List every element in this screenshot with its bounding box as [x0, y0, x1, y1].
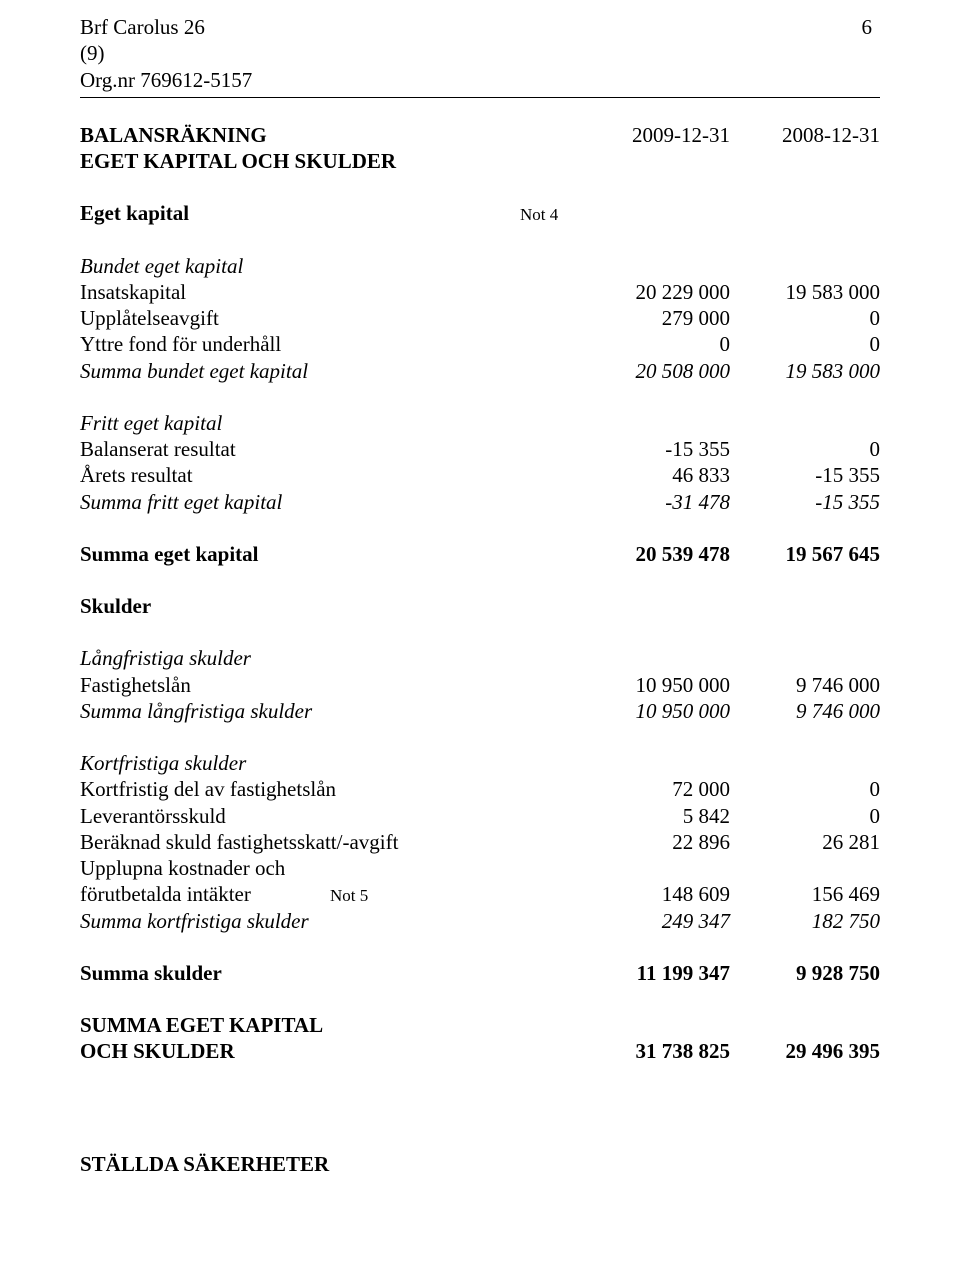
table-row: Leverantörsskuld 5 842 0 — [80, 803, 880, 829]
doc-title: BALANSRÄKNING — [80, 122, 520, 148]
sum-val-b: -15 355 — [730, 489, 880, 515]
kort-sum-row: Summa kortfristiga skulder 249 347 182 7… — [80, 908, 880, 934]
row-val-b: 0 — [730, 803, 880, 829]
row-label: Balanserat resultat — [80, 436, 520, 462]
sum-val-b: 19 567 645 — [730, 541, 880, 567]
sum-label: Summa bundet eget kapital — [80, 358, 520, 384]
bundet-sum-row: Summa bundet eget kapital 20 508 000 19 … — [80, 358, 880, 384]
grand-total-row-1: SUMMA EGET KAPITAL — [80, 1012, 880, 1038]
row-label: Fastighetslån — [80, 672, 520, 698]
upplupna-row-1: Upplupna kostnader och — [80, 855, 880, 881]
sum-label: Summa skulder — [80, 960, 520, 986]
row-label: Kortfristig del av fastighetslån — [80, 776, 520, 802]
row-label: Insatskapital — [80, 279, 520, 305]
row-val-b: 0 — [730, 331, 880, 357]
table-row: Yttre fond för underhåll 0 0 — [80, 331, 880, 357]
sum-val-a: 10 950 000 — [590, 698, 730, 724]
upplupna-note: Not 5 — [330, 885, 590, 906]
skulder-heading-row: Skulder — [80, 593, 880, 619]
row-val-b: 9 746 000 — [730, 672, 880, 698]
table-row: Upplåtelseavgift 279 000 0 — [80, 305, 880, 331]
summa-skulder-row: Summa skulder 11 199 347 9 928 750 — [80, 960, 880, 986]
sum-val-a: 20 539 478 — [590, 541, 730, 567]
row-label: Upplåtelseavgift — [80, 305, 520, 331]
row-label: Årets resultat — [80, 462, 520, 488]
row-val-a: 20 229 000 — [590, 279, 730, 305]
title-row: BALANSRÄKNING 2009-12-31 2008-12-31 — [80, 122, 880, 148]
eget-kapital-heading: Eget kapital — [80, 200, 520, 226]
sum-val-a: 249 347 — [590, 908, 730, 934]
sum-label: Summa långfristiga skulder — [80, 698, 520, 724]
row-val-b: 0 — [730, 436, 880, 462]
table-row: Insatskapital 20 229 000 19 583 000 — [80, 279, 880, 305]
kort-heading-row: Kortfristiga skulder — [80, 750, 880, 776]
upplupna-row-2: förutbetalda intäkter Not 5 148 609 156 … — [80, 881, 880, 907]
row-val-a: 279 000 — [590, 305, 730, 331]
row-val-b: -15 355 — [730, 462, 880, 488]
sum-val-a: -31 478 — [590, 489, 730, 515]
page-number: 6 — [862, 14, 873, 40]
pledged-heading: STÄLLDA SÄKERHETER — [80, 1151, 520, 1177]
sum-val-a: 11 199 347 — [590, 960, 730, 986]
sum-label: Summa kortfristiga skulder — [80, 908, 520, 934]
org-name: Brf Carolus 26 — [80, 14, 880, 40]
sum-val-a: 20 508 000 — [590, 358, 730, 384]
sum-label: Summa eget kapital — [80, 541, 520, 567]
header-rule — [80, 97, 880, 98]
table-row: Beräknad skuld fastighetsskatt/-avgift 2… — [80, 829, 880, 855]
upplupna-val-a: 148 609 — [590, 881, 730, 907]
org-subhead: (9) — [80, 40, 880, 66]
row-val-b: 0 — [730, 776, 880, 802]
upplupna-label-1: Upplupna kostnader och — [80, 855, 520, 881]
grand-label-2: OCH SKULDER — [80, 1038, 520, 1064]
pledged-heading-row: STÄLLDA SÄKERHETER — [80, 1151, 880, 1177]
grand-val-a: 31 738 825 — [590, 1038, 730, 1064]
bundet-heading-row: Bundet eget kapital — [80, 253, 880, 279]
summa-eget-kapital-row: Summa eget kapital 20 539 478 19 567 645 — [80, 541, 880, 567]
row-val-b: 26 281 — [730, 829, 880, 855]
grand-label-1: SUMMA EGET KAPITAL — [80, 1012, 520, 1038]
org-nr: Org.nr 769612-5157 — [80, 67, 880, 93]
grand-total-row-2: OCH SKULDER 31 738 825 29 496 395 — [80, 1038, 880, 1064]
lang-heading-row: Långfristiga skulder — [80, 645, 880, 671]
kort-heading: Kortfristiga skulder — [80, 750, 520, 776]
upplupna-label-2: förutbetalda intäkter — [80, 881, 330, 907]
row-val-a: 10 950 000 — [590, 672, 730, 698]
row-val-a: 5 842 — [590, 803, 730, 829]
bundet-heading: Bundet eget kapital — [80, 253, 520, 279]
table-row: Balanserat resultat -15 355 0 — [80, 436, 880, 462]
fritt-heading-row: Fritt eget kapital — [80, 410, 880, 436]
lang-heading: Långfristiga skulder — [80, 645, 520, 671]
date-col-b: 2008-12-31 — [730, 122, 880, 148]
sum-val-b: 182 750 — [730, 908, 880, 934]
table-row: Kortfristig del av fastighetslån 72 000 … — [80, 776, 880, 802]
sum-label: Summa fritt eget kapital — [80, 489, 520, 515]
row-label: Beräknad skuld fastighetsskatt/-avgift — [80, 829, 520, 855]
subtitle-row: EGET KAPITAL OCH SKULDER — [80, 148, 880, 174]
doc-subtitle: EGET KAPITAL OCH SKULDER — [80, 148, 520, 174]
row-val-b: 19 583 000 — [730, 279, 880, 305]
row-label: Leverantörsskuld — [80, 803, 520, 829]
table-row: Årets resultat 46 833 -15 355 — [80, 462, 880, 488]
row-val-a: 0 — [590, 331, 730, 357]
sum-val-b: 19 583 000 — [730, 358, 880, 384]
sum-val-b: 9 746 000 — [730, 698, 880, 724]
eget-kapital-note: Not 4 — [520, 204, 590, 225]
row-val-b: 0 — [730, 305, 880, 331]
lang-sum-row: Summa långfristiga skulder 10 950 000 9 … — [80, 698, 880, 724]
row-val-a: 72 000 — [590, 776, 730, 802]
row-label: Yttre fond för underhåll — [80, 331, 520, 357]
date-col-a: 2009-12-31 — [590, 122, 730, 148]
fritt-heading: Fritt eget kapital — [80, 410, 520, 436]
row-val-a: -15 355 — [590, 436, 730, 462]
skulder-heading: Skulder — [80, 593, 520, 619]
grand-val-b: 29 496 395 — [730, 1038, 880, 1064]
row-val-a: 46 833 — [590, 462, 730, 488]
row-val-a: 22 896 — [590, 829, 730, 855]
upplupna-val-b: 156 469 — [730, 881, 880, 907]
table-row: Fastighetslån 10 950 000 9 746 000 — [80, 672, 880, 698]
eget-kapital-heading-row: Eget kapital Not 4 — [80, 200, 880, 226]
fritt-sum-row: Summa fritt eget kapital -31 478 -15 355 — [80, 489, 880, 515]
sum-val-b: 9 928 750 — [730, 960, 880, 986]
